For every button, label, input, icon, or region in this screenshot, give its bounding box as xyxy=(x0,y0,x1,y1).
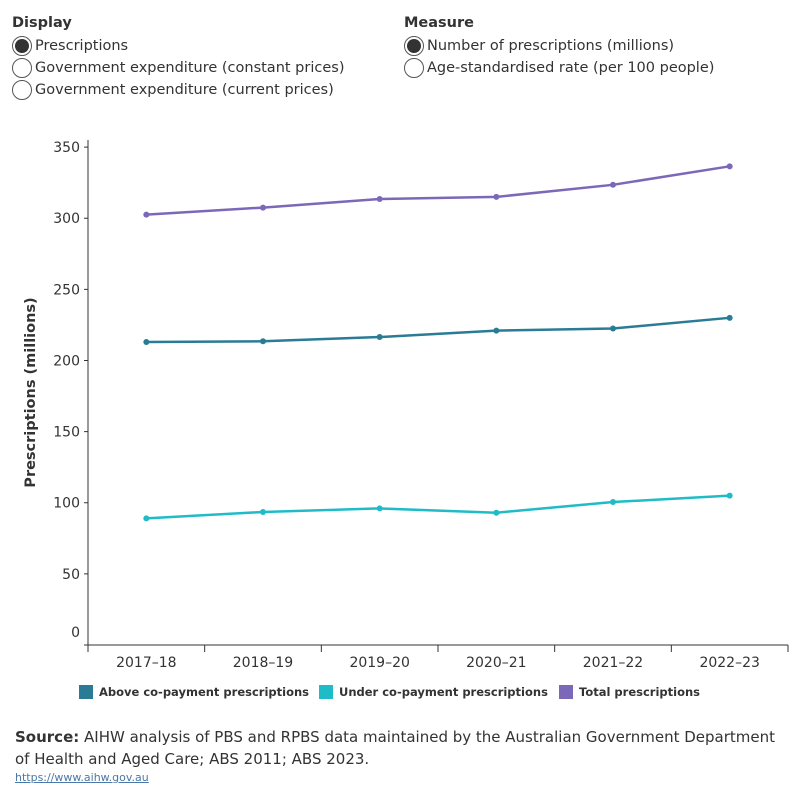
aihw-link[interactable]: https://www.aihw.gov.au xyxy=(15,771,149,784)
series-1-point-4 xyxy=(610,499,616,506)
radio-age-standardised-rate-indicator[interactable] xyxy=(404,58,424,78)
x-tick-label-2: 2019–20 xyxy=(349,655,409,670)
legend-label-above: Above co-payment prescriptions xyxy=(99,685,310,699)
radio-number-of-prescriptions-indicator[interactable] xyxy=(404,36,424,56)
measure-title: Measure xyxy=(404,15,474,31)
x-tick-label-5: 2022–23 xyxy=(699,655,759,670)
legend-label-total: Total prescriptions xyxy=(579,685,701,699)
legend-item-total[interactable]: Total prescriptions xyxy=(559,685,700,699)
legend-label-under: Under co-payment prescriptions xyxy=(339,685,548,699)
radio-government-expenditure-current-indicator[interactable] xyxy=(12,80,32,100)
radio-number-of-prescriptions[interactable]: Number of prescriptions (millions) xyxy=(404,36,674,56)
series-0-point-4 xyxy=(610,325,616,332)
radio-government-expenditure-constant[interactable]: Government expenditure (constant prices) xyxy=(12,58,344,78)
series-line-2 xyxy=(146,165,730,216)
x-tick-label-4: 2021–22 xyxy=(583,655,643,670)
series-1-point-3 xyxy=(493,509,500,516)
series-2-point-0 xyxy=(143,211,150,218)
radio-prescriptions-indicator[interactable] xyxy=(12,36,32,56)
legend-item-under-co-payment[interactable]: Under co-payment prescriptions xyxy=(319,685,548,699)
series-2-point-1 xyxy=(260,204,266,211)
y-tick-label-250: 250 xyxy=(53,282,80,298)
series-2-point-4 xyxy=(610,181,616,188)
series-1-point-0 xyxy=(143,515,150,522)
y-tick-label-100: 100 xyxy=(53,496,80,512)
legend-swatch-above xyxy=(79,685,93,699)
radio-government-expenditure-constant-indicator[interactable] xyxy=(12,58,32,78)
display-title: Display xyxy=(12,15,72,31)
y-tick-label-150: 150 xyxy=(53,425,80,441)
series-line-0 xyxy=(146,316,730,344)
radio-prescriptions-label: Prescriptions xyxy=(35,38,129,54)
y-tick-label-200: 200 xyxy=(53,353,80,369)
legend-swatch-total xyxy=(559,685,573,699)
source-text: AIHW analysis of PBS and RPBS data maint… xyxy=(15,728,775,768)
series-2-point-5 xyxy=(726,163,733,170)
radio-government-expenditure-constant-label: Government expenditure (constant prices) xyxy=(35,60,345,76)
y-tick-label-350: 350 xyxy=(53,140,80,156)
series-0-point-1 xyxy=(260,338,266,345)
series-2-point-2 xyxy=(376,196,383,203)
y-tick-label-0: 0 xyxy=(71,625,80,641)
series-0-point-2 xyxy=(376,334,383,341)
x-tick-label-3: 2020–21 xyxy=(466,655,526,670)
source-note: Source: AIHW analysis of PBS and RPBS da… xyxy=(15,726,790,770)
legend-swatch-under xyxy=(319,685,333,699)
radio-age-standardised-rate[interactable]: Age-standardised rate (per 100 people) xyxy=(404,58,714,78)
source-label: Source: xyxy=(15,728,80,746)
radio-age-standardised-rate-label: Age-standardised rate (per 100 people) xyxy=(427,60,715,76)
radio-government-expenditure-current-label: Government expenditure (current prices) xyxy=(35,82,334,98)
radio-number-of-prescriptions-label: Number of prescriptions (millions) xyxy=(427,38,675,54)
series-2-point-3 xyxy=(493,193,500,200)
series-1-point-1 xyxy=(260,508,266,515)
y-axis-label: Prescriptions (millions) xyxy=(23,297,39,487)
series-1-point-5 xyxy=(726,492,733,499)
x-tick-label-0: 2017–18 xyxy=(116,655,176,670)
radio-prescriptions[interactable]: Prescriptions xyxy=(12,36,128,56)
legend-item-above-co-payment[interactable]: Above co-payment prescriptions xyxy=(79,685,309,699)
series-0-point-5 xyxy=(726,314,733,321)
series-1-point-2 xyxy=(376,505,383,512)
y-tick-label-300: 300 xyxy=(53,211,80,227)
series-line-1 xyxy=(146,494,730,520)
series-0-point-3 xyxy=(493,327,500,334)
radio-government-expenditure-current[interactable]: Government expenditure (current prices) xyxy=(12,80,334,100)
y-tick-label-50: 50 xyxy=(62,567,80,583)
series-0-point-0 xyxy=(143,339,150,345)
line-chart: 0 50 100 150 200 250 300 350 2017–18 2018–19 2019–… xyxy=(23,140,789,670)
x-tick-label-1: 2018–19 xyxy=(233,655,293,670)
